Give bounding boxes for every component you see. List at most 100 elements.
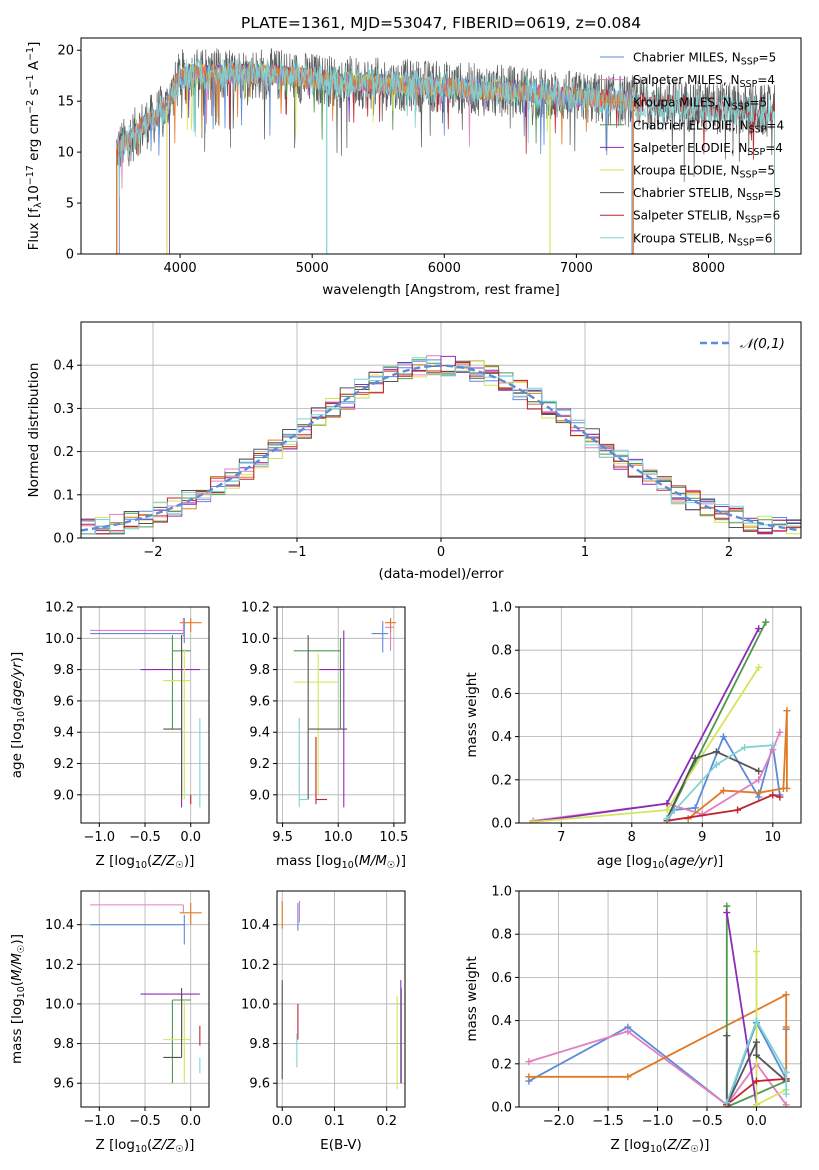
- weight-line: [533, 667, 760, 823]
- y-tick-label: 9.8: [53, 1037, 74, 1052]
- x-tick-label: 0.1: [324, 1114, 345, 1129]
- weight-line: [666, 744, 773, 820]
- text-span: ]: [26, 42, 42, 47]
- text-span: ☉: [690, 1144, 699, 1155]
- weight-marker: [752, 1077, 760, 1085]
- weight-marker: [752, 1051, 760, 1059]
- text-span: (: [662, 1137, 667, 1153]
- text-span: λ: [33, 202, 44, 208]
- x-tick-label: 0: [437, 545, 445, 560]
- spectrum-axes: 4000 5000 6000 7000 8000 0 5 10 15 20: [57, 37, 802, 276]
- y-tick-label: 9.6: [249, 1077, 270, 1092]
- axes-frame: [276, 606, 406, 824]
- weight-marker: [782, 1023, 790, 1031]
- text-span: −2: [25, 100, 36, 114]
- weight-marker: [719, 787, 727, 795]
- residuals-axes: −2 −1 0 1 2 0.0 0.1 0.2 0.3 0.4: [53, 321, 802, 560]
- error-bar-point: [90, 904, 184, 913]
- text-span: )]: [9, 652, 25, 663]
- y-tick-label: 15: [57, 95, 74, 110]
- text-span: )]: [9, 934, 25, 945]
- weight-marker: [734, 806, 742, 814]
- weight-marker: [769, 791, 777, 799]
- weight-marker: [776, 728, 784, 736]
- text-span: Kroupa MILES, N: [633, 96, 732, 110]
- weight-marker: [723, 1032, 731, 1040]
- y-tick-label: 20: [57, 44, 74, 59]
- text-span: (: [147, 853, 152, 869]
- weight-marker: [755, 789, 763, 797]
- x-axis-label: (data-model)/error: [378, 566, 504, 582]
- text-span: 10: [652, 860, 664, 871]
- x-axis-label: Z [log10(Z/Z☉)]: [96, 1137, 195, 1155]
- text-span: Z/Z: [666, 1137, 691, 1153]
- text-span: 10: [650, 1144, 662, 1155]
- text-span: Z [log: [611, 1137, 650, 1153]
- weight_vs_Z-axes: −2.0 −1.5 −1.0 −0.5 0.0 0.0 0.2 0.4 0.6 0.8 1.0: [491, 885, 802, 1129]
- x-tick-label: 0.0: [180, 830, 201, 845]
- weight_vs_age-plot: [519, 606, 801, 824]
- mass_vs_ebv-marks: [281, 900, 402, 1090]
- text-span: erg cm: [26, 114, 42, 165]
- spectrum-plot: [116, 48, 775, 254]
- y-tick-label: 0.2: [491, 1057, 512, 1072]
- error-bar-point: [163, 635, 183, 800]
- text-span: (: [664, 853, 669, 869]
- weight-line: [687, 710, 788, 820]
- y-axis-label: mass [log10(M/M☉)]: [9, 934, 27, 1064]
- error-bar-point: [293, 638, 341, 730]
- y-tick-label: 0.3: [53, 402, 74, 417]
- y-tick-label: 0.0: [491, 817, 512, 832]
- y-tick-label: 0.6: [491, 687, 512, 702]
- y-tick-label: 9.8: [53, 663, 74, 678]
- axes-frame: [80, 37, 802, 255]
- residuals-frame: −2 −1 0 1 2 0.0 0.1 0.2 0.3 0.4: [53, 321, 802, 560]
- legend-label: Kroupa STELIB, NSSP=6: [633, 231, 772, 248]
- y-tick-label: 0.8: [491, 928, 512, 943]
- y-axis-label: Normed distribution: [26, 363, 42, 498]
- y-tick-label: 0.6: [491, 971, 512, 986]
- weight-marker: [663, 800, 671, 808]
- text-span: age/yr: [669, 853, 714, 869]
- weight-marker: [752, 947, 760, 955]
- text-span: Chabrier MILES, N: [633, 51, 741, 65]
- weight-marker: [529, 818, 537, 823]
- y-tick-label: 10.2: [45, 601, 74, 616]
- weight_vs_Z-plot: [519, 890, 801, 1108]
- legend-label: Salpeter MILES, NSSP=4: [633, 73, 775, 90]
- text-span: (: [354, 853, 359, 869]
- error-bar-point: [163, 999, 191, 1084]
- text-span: ☉: [16, 945, 27, 954]
- weight-marker: [624, 1027, 632, 1035]
- weight-line: [725, 912, 758, 1105]
- weight-line: [725, 1018, 788, 1104]
- axes-frame: [276, 890, 406, 1108]
- text-span: mass [log: [276, 853, 342, 869]
- y-tick-label: 10.2: [45, 958, 74, 973]
- text-span: Salpeter ELODIE, N: [633, 141, 747, 155]
- age_vs_Z-plot: [81, 606, 209, 823]
- x-tick-label: 0.2: [376, 1114, 397, 1129]
- y-tick-label: 10.4: [241, 918, 270, 933]
- residuals-plot: [81, 322, 801, 539]
- text-span: )]: [699, 1137, 710, 1153]
- y-tick-label: 9.8: [249, 1037, 270, 1052]
- text-span: 10: [135, 860, 147, 871]
- text-span: =4: [757, 73, 775, 87]
- age_vs_mass-plot: [277, 606, 405, 823]
- text-span: SSP: [747, 147, 765, 158]
- text-span: Z/Z: [151, 853, 176, 869]
- x-tick-label: −1.0: [642, 1114, 674, 1129]
- text-span: (: [9, 706, 25, 711]
- mass_vs_ebv-frame: 0.0 0.1 0.2 9.6 9.8 10.0 10.2 10.4: [241, 890, 406, 1129]
- y-tick-label: 0.2: [491, 773, 512, 788]
- age_vs_Z-marks: [90, 617, 202, 808]
- text-span: age/yr: [9, 661, 25, 706]
- weight-marker: [712, 761, 720, 769]
- weight-marker: [712, 748, 720, 756]
- weight-marker: [783, 784, 791, 792]
- weight-line: [666, 793, 781, 822]
- text-span: 10: [135, 1144, 147, 1155]
- age_vs_Z-axes: −1.0 −0.5 0.0 9.0 9.2 9.4 9.6 9.8 10.0 10.2: [45, 601, 210, 845]
